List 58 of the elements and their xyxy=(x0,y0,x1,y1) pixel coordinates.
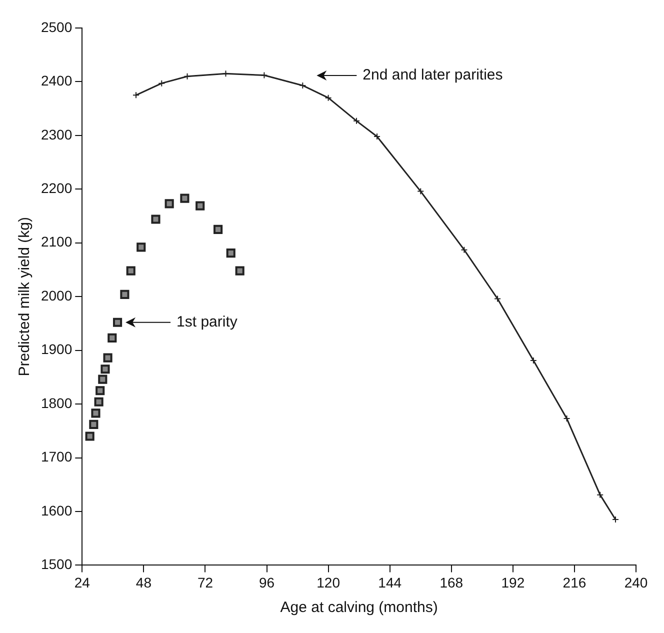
y-tick-label: 2500 xyxy=(40,18,72,35)
x-tick-label: 72 xyxy=(197,574,214,590)
point xyxy=(91,408,100,418)
y-tick-label: 2300 xyxy=(40,126,72,142)
x-tick-label: 48 xyxy=(136,574,152,590)
point xyxy=(299,82,306,89)
y-axis-title: Predicted milk yield (kg) xyxy=(16,216,34,376)
annotation: 1st parity xyxy=(176,314,238,331)
point xyxy=(120,290,130,299)
point xyxy=(417,188,424,195)
x-tick-label: 240 xyxy=(624,574,648,590)
y-tick-label: 2400 xyxy=(40,72,72,89)
point xyxy=(94,397,104,406)
point xyxy=(89,420,98,429)
point xyxy=(184,72,191,80)
point xyxy=(85,432,94,441)
point xyxy=(235,266,244,276)
x-tick-label: 96 xyxy=(258,574,275,590)
point xyxy=(96,386,105,396)
x-tick-label: 144 xyxy=(378,574,402,590)
point xyxy=(563,415,570,422)
point xyxy=(530,357,537,364)
annotation: 2nd and later parities xyxy=(362,66,503,84)
point xyxy=(103,353,112,362)
point xyxy=(158,80,166,87)
point xyxy=(374,133,381,140)
y-tick-label: 2100 xyxy=(40,234,72,250)
point xyxy=(260,72,268,79)
point xyxy=(324,94,332,102)
point xyxy=(126,266,136,276)
point xyxy=(100,364,110,374)
y-tick-label: 2000 xyxy=(40,287,72,304)
point xyxy=(136,242,146,252)
point xyxy=(151,214,160,224)
y-tick-label: 2200 xyxy=(40,180,72,196)
point xyxy=(108,333,117,342)
point xyxy=(98,374,108,384)
y-tick-label: 1700 xyxy=(40,448,72,465)
x-tick-label: 120 xyxy=(316,574,340,590)
y-tick-label: 1500 xyxy=(40,556,72,572)
point xyxy=(196,201,205,210)
point xyxy=(460,246,468,254)
point xyxy=(596,491,604,498)
point xyxy=(214,224,223,234)
point xyxy=(164,199,174,208)
x-tick-label: 24 xyxy=(74,574,90,590)
point xyxy=(353,117,360,124)
x-tick-label: 192 xyxy=(501,574,525,590)
point xyxy=(180,194,190,203)
point xyxy=(494,295,502,302)
x-tick-label: 216 xyxy=(562,574,586,590)
y-tick-label: 1900 xyxy=(40,341,72,358)
x-axis-title: Age at calving (months) xyxy=(280,599,438,616)
point xyxy=(112,318,122,327)
x-tick-label: 168 xyxy=(440,574,464,590)
point xyxy=(226,248,236,258)
y-tick-label: 1800 xyxy=(40,394,72,411)
y-tick-label: 1600 xyxy=(40,502,72,518)
